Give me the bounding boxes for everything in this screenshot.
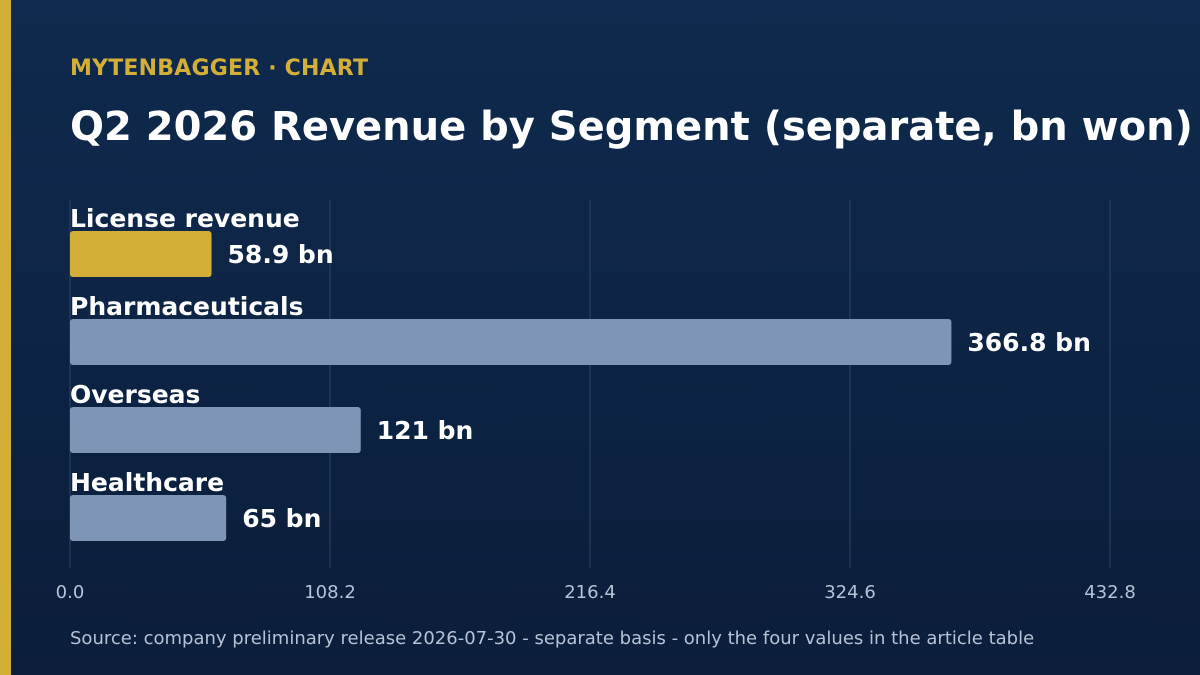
- x-tick-label: 432.8: [1084, 582, 1136, 603]
- accent-bar: [0, 0, 11, 675]
- x-tick-label: 108.2: [304, 582, 356, 603]
- x-tick-label: 0.0: [56, 582, 85, 603]
- bar: [70, 319, 952, 365]
- chart-title: Q2 2026 Revenue by Segment (separate, bn…: [70, 104, 1193, 150]
- source-note: Source: company preliminary release 2026…: [70, 628, 1035, 649]
- category-label: License revenue: [70, 204, 300, 233]
- kicker: MYTENBAGGER · CHART: [70, 56, 369, 81]
- bar: [70, 495, 227, 541]
- value-label: 58.9 bn: [228, 240, 334, 269]
- bar: [70, 231, 212, 277]
- x-tick-label: 324.6: [824, 582, 876, 603]
- x-tick-label: 216.4: [564, 582, 616, 603]
- value-label: 121 bn: [377, 416, 474, 445]
- value-label: 366.8 bn: [967, 328, 1090, 357]
- category-label: Healthcare: [70, 468, 224, 497]
- category-label: Overseas: [70, 380, 200, 409]
- category-label: Pharmaceuticals: [70, 292, 303, 321]
- value-label: 65 bn: [242, 504, 321, 533]
- bar: [70, 407, 361, 453]
